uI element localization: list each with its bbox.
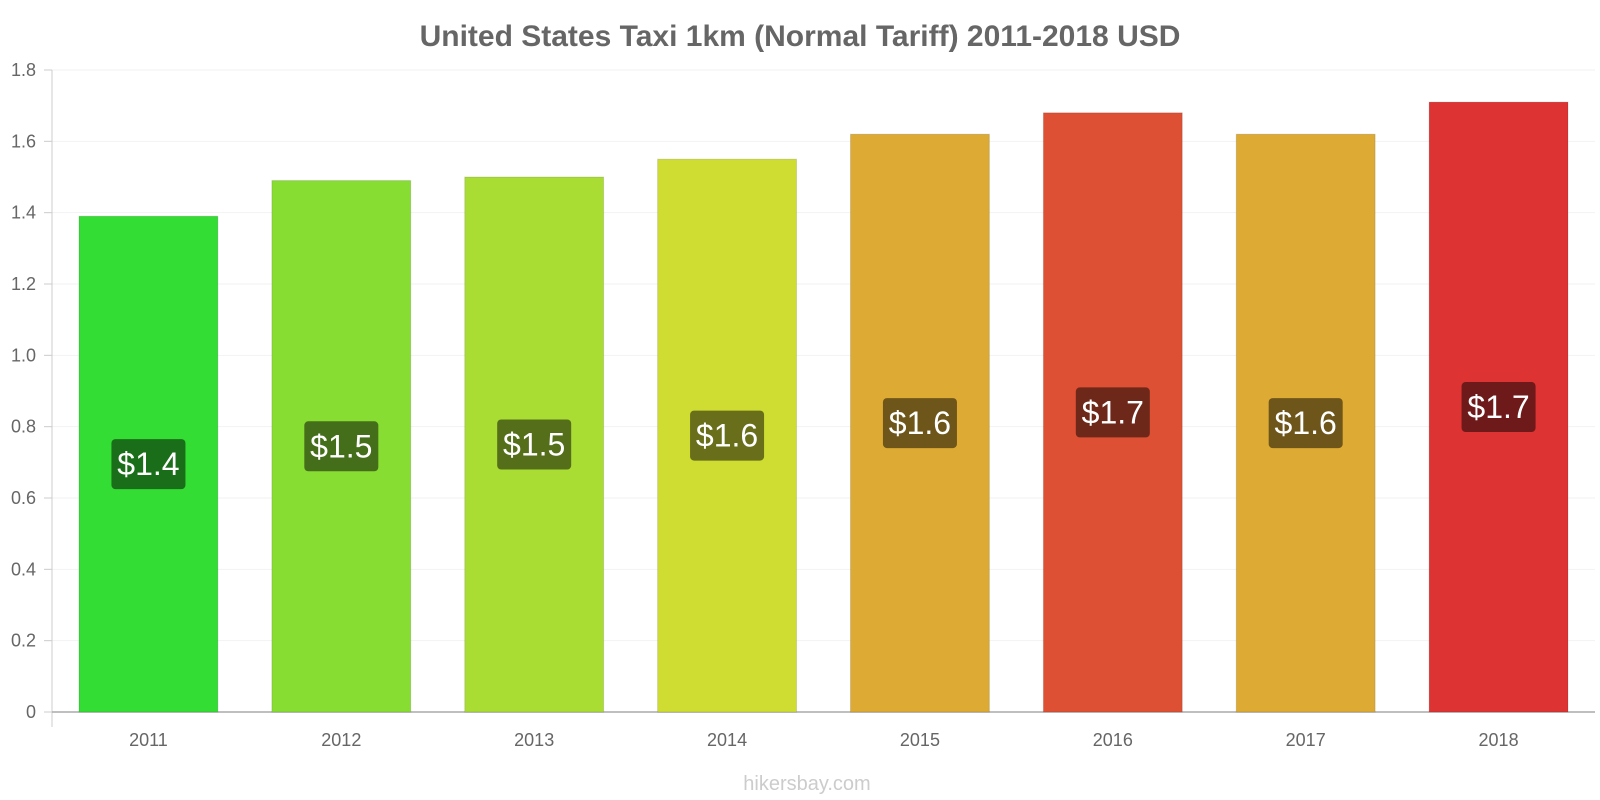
data-label: $1.6: [1275, 405, 1337, 441]
data-label: $1.5: [503, 427, 565, 463]
data-label: $1.7: [1082, 394, 1144, 430]
x-tick-label: 2011: [129, 730, 168, 750]
data-label: $1.7: [1467, 389, 1529, 425]
y-tick-label: 1.6: [11, 131, 36, 151]
bars: [78, 101, 1569, 713]
y-tick-label: 0.2: [11, 631, 36, 651]
x-tick-label: 2012: [321, 730, 361, 750]
y-tick-label: 1.0: [11, 345, 36, 365]
y-tick-label: 1.4: [11, 203, 36, 223]
y-tick-label: 1.8: [11, 60, 36, 80]
y-tick-label: 0.8: [11, 417, 36, 437]
x-tick-label: 2015: [900, 730, 940, 750]
data-label-box: [497, 419, 572, 470]
data-label-box: [304, 421, 379, 472]
data-label-box: [882, 398, 957, 449]
data-label-box: [111, 439, 186, 490]
credit-text: hikersbay.com: [743, 773, 870, 795]
data-label: $1.4: [117, 446, 179, 482]
chart-title: United States Taxi 1km (Normal Tariff) 2…: [420, 20, 1181, 53]
data-label-box: [1268, 398, 1343, 449]
x-tick-label: 2013: [514, 730, 554, 750]
y-tick-label: 0: [26, 702, 36, 722]
y-tick-label: 0.6: [11, 488, 36, 508]
data-label: $1.6: [889, 405, 951, 441]
y-axis-ticks: 0 0.2 0.4 0.6 0.8 1.0 1.2 1.4 1.6 1.8: [11, 60, 52, 722]
x-tick-label: 2016: [1093, 730, 1133, 750]
data-label-box: [690, 410, 765, 461]
data-labels: $1.4 $1.5 $1.5 $1.6 $1.6 $1.7 $1.6 $1.7: [111, 382, 1536, 490]
x-axis-ticks: 2011 2012 2013 2014 2015 2016 2017 2018: [129, 730, 1519, 750]
x-tick-label: 2017: [1286, 730, 1326, 750]
y-tick-label: 1.2: [11, 274, 36, 294]
data-label-box: [1461, 382, 1536, 433]
x-tick-label: 2014: [707, 730, 747, 750]
data-label-box: [1075, 387, 1150, 438]
y-tick-label: 0.4: [11, 559, 36, 579]
data-label: $1.6: [696, 418, 758, 454]
bar-2016: [1042, 112, 1183, 713]
data-label: $1.5: [310, 428, 372, 464]
x-tick-label: 2018: [1479, 730, 1519, 750]
